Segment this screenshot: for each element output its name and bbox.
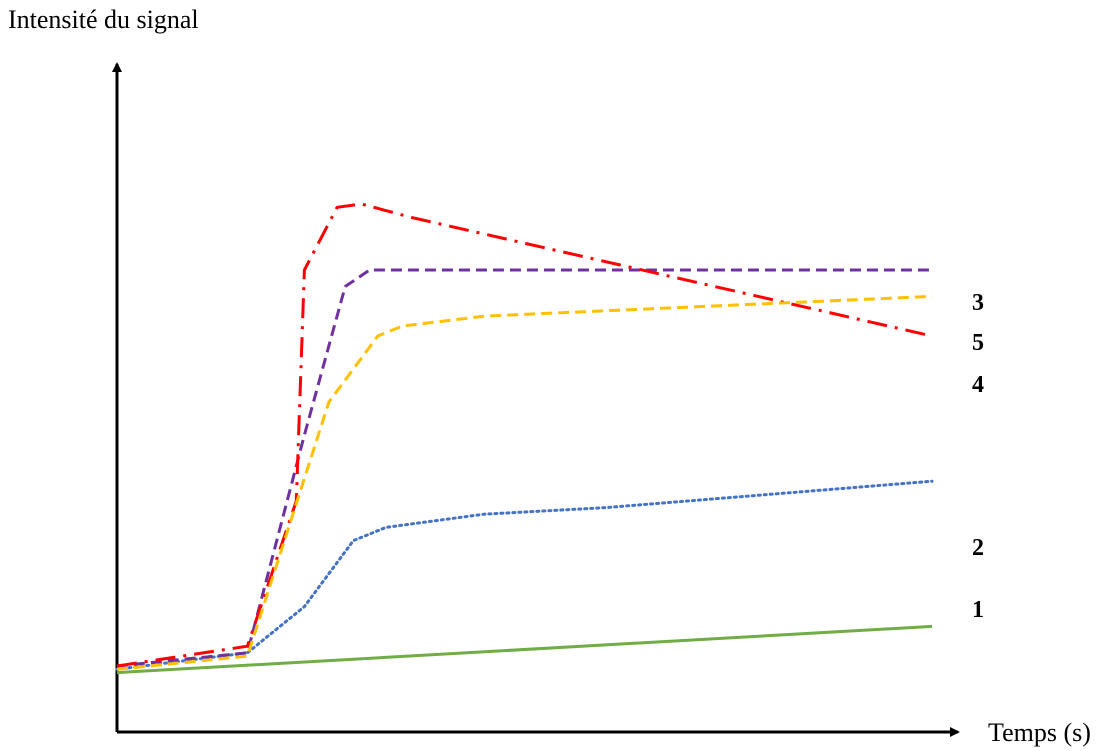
y-axis-title: Intensité du signal <box>8 5 199 34</box>
series-line-2 <box>115 479 934 671</box>
x-axis-title: Temps (s) <box>988 718 1091 747</box>
series-label-5: 5 <box>972 330 984 356</box>
series-label-3: 3 <box>972 290 984 316</box>
series-label-4: 4 <box>972 372 984 398</box>
series-line-3 <box>116 268 932 668</box>
series-line-1 <box>116 624 933 675</box>
series-line-5 <box>116 294 933 671</box>
series-line-4 <box>116 202 933 668</box>
series-layer <box>115 202 934 675</box>
series-label-2: 2 <box>972 535 984 561</box>
series-label-1: 1 <box>972 597 984 623</box>
series-label-layer: 1 2 3 4 5 <box>972 290 984 623</box>
